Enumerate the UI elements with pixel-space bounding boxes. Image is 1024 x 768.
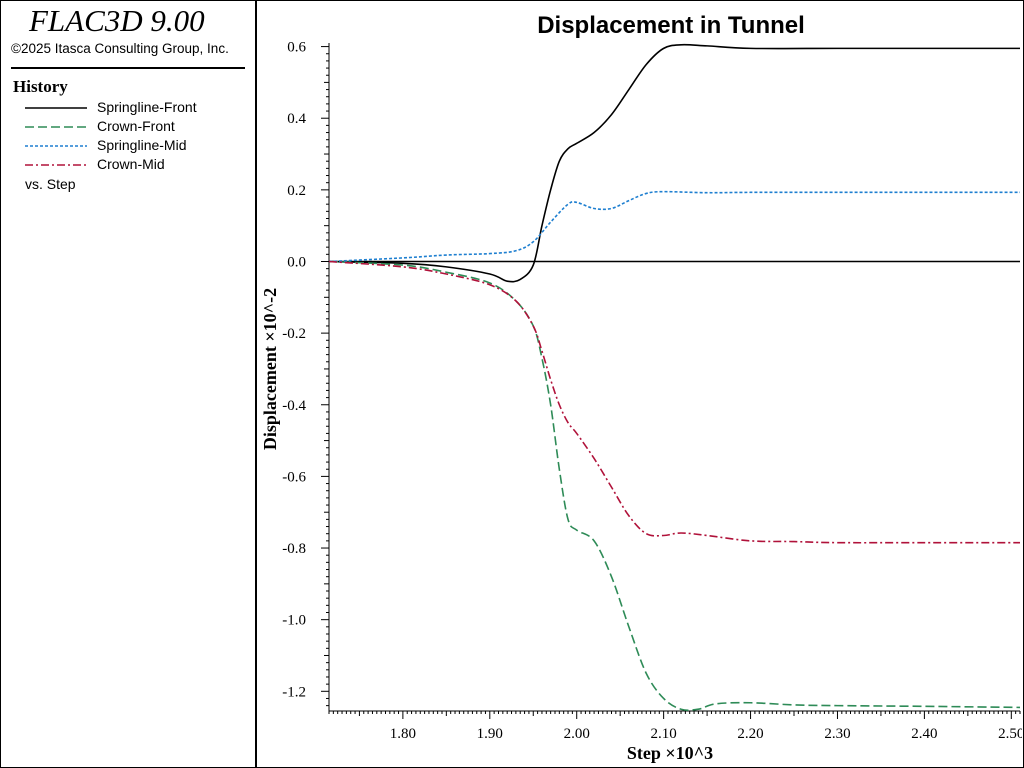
y-tick-label: -0.8 [282, 541, 306, 557]
chart-axes: 0.6 0.4 0.2 0.0 -0.2 -0.4 -0.6 -0.8 -1.0 -1.2 1.80… [282, 40, 1022, 742]
legend-item-springline-front: Springline-Front [25, 99, 255, 118]
x-tick-label: 2.40 [911, 726, 937, 742]
legend-panel: FLAC3D 9.00 ©2025 Itasca Consulting Grou… [1, 1, 257, 767]
chart-title: Displacement in Tunnel [537, 12, 805, 39]
sidebar-divider [11, 67, 245, 69]
y-tick-label: 0.6 [287, 40, 306, 56]
legend-label: Springline-Front [97, 99, 197, 115]
legend-item-springline-mid: Springline-Mid [25, 137, 255, 156]
series-line-springline-front [328, 43, 1020, 283]
x-tick-label: 1.80 [390, 726, 416, 742]
y-tick-label: 0.2 [287, 183, 306, 199]
legend-swatch [25, 107, 87, 109]
x-tick-label: 2.00 [564, 726, 590, 742]
x-tick-label: 1.90 [477, 726, 503, 742]
legend-label: Crown-Front [97, 118, 175, 134]
series-line-springline-mid [328, 190, 1020, 263]
x-tick-label: 2.50 [998, 726, 1022, 742]
legend-label: Crown-Mid [97, 156, 165, 172]
y-tick-label: -0.4 [282, 398, 306, 414]
legend-item-crown-front: Crown-Front [25, 118, 255, 137]
app-title: FLAC3D 9.00 [29, 3, 205, 38]
y-tick-label: -0.2 [282, 326, 306, 342]
y-tick-label: -0.6 [282, 469, 306, 485]
x-tick-label: 2.10 [651, 726, 677, 742]
y-tick-label: 0.4 [287, 111, 306, 127]
y-tick-label: 0.0 [287, 254, 306, 270]
legend-heading: History [13, 77, 68, 96]
x-tick-label: 2.30 [824, 726, 850, 742]
y-axis-label: Displacement ×10^-2 [260, 288, 280, 450]
legend-swatch [25, 126, 87, 128]
chart: Displacement in Tunnel 0.6 0.4 0.2 0.0 -0.2 -… [260, 12, 1022, 763]
legend-item-crown-mid: Crown-Mid [25, 156, 255, 175]
legend-swatch [25, 145, 87, 147]
x-tick-label: 2.20 [737, 726, 763, 742]
chart-series [328, 43, 1021, 712]
legend-label: Springline-Mid [97, 137, 187, 153]
legend-vs-label: vs. Step [25, 176, 76, 192]
series-line-crown-front [328, 260, 1021, 712]
legend-swatch [25, 164, 87, 166]
series-line-crown-mid [328, 260, 1020, 544]
y-tick-label: -1.2 [282, 684, 306, 700]
y-tick-label: -1.0 [282, 613, 306, 629]
copyright-notice: ©2025 Itasca Consulting Group, Inc. [11, 41, 229, 56]
x-axis-label: Step ×10^3 [627, 743, 713, 763]
